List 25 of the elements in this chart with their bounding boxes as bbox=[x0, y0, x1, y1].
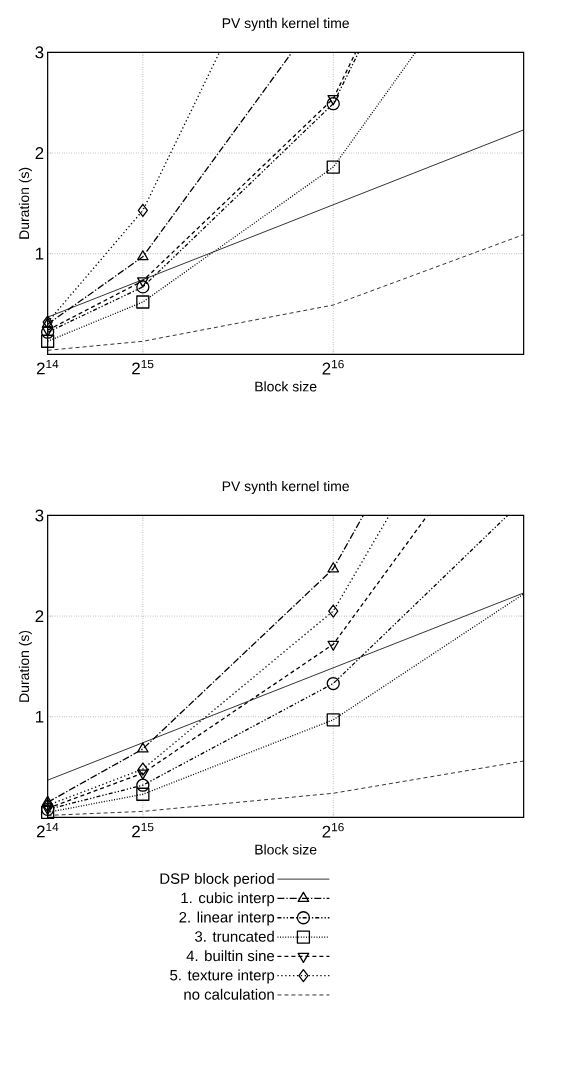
y-tick-label: 1 bbox=[36, 247, 44, 260]
x-tick-label: 2$^{14}$ bbox=[36, 822, 59, 838]
chart-title: PV synth kernel time bbox=[222, 480, 349, 494]
legend-label: 3. truncated bbox=[195, 930, 274, 942]
legend-label: 1. cubic interp bbox=[181, 892, 275, 907]
y-tick-label: 3 bbox=[35, 46, 44, 59]
x-axis-title: Block size bbox=[255, 381, 317, 392]
x-tick-label: 2$^{16}$ bbox=[322, 359, 344, 375]
y-tick-label: 2 bbox=[35, 147, 44, 159]
x-tick-label: 2$^{15}$ bbox=[132, 359, 154, 375]
chart-title: PV synth kernel time bbox=[222, 17, 349, 31]
x-tick-label: 2$^{16}$ bbox=[322, 822, 344, 838]
x-tick-label: 2$^{15}$ bbox=[132, 822, 154, 838]
y-tick-label: 3 bbox=[35, 509, 44, 522]
y-axis-title: Duration (s) bbox=[18, 167, 32, 239]
x-tick-label: 2$^{14}$ bbox=[36, 359, 59, 375]
y-axis-title: Duration (s) bbox=[18, 630, 32, 702]
legend-label: 4. builtin sine bbox=[186, 950, 275, 962]
legend-label: DSP block period bbox=[160, 872, 274, 887]
legend-label: 2. linear interp bbox=[179, 911, 275, 926]
y-tick-label: 2 bbox=[35, 610, 44, 623]
legend-label: no calculation bbox=[184, 988, 274, 1000]
y-tick-label: 1 bbox=[36, 710, 44, 723]
x-axis-title: Block size bbox=[255, 844, 317, 855]
legend-label: 5. texture interp bbox=[170, 969, 275, 984]
